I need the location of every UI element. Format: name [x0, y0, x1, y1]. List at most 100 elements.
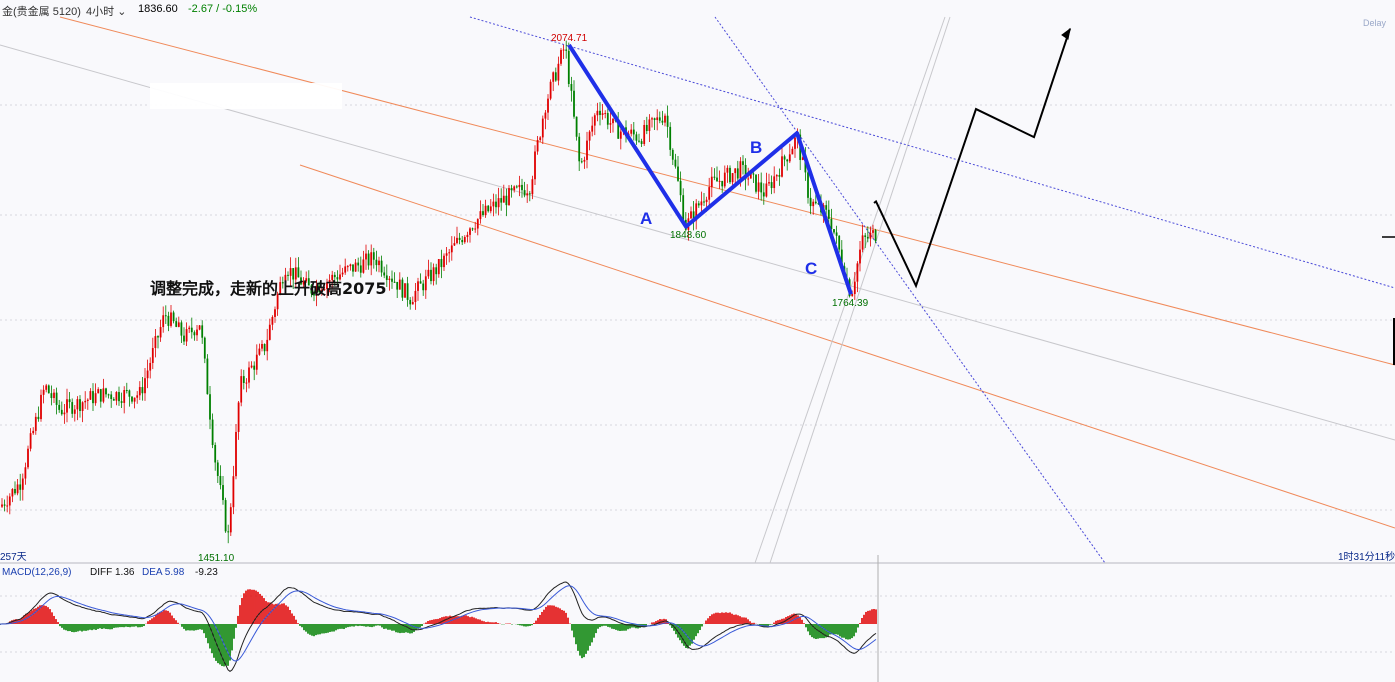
candle-body	[562, 49, 565, 51]
candle-body	[674, 159, 677, 167]
candle-body	[866, 236, 869, 239]
candle-body	[838, 235, 841, 250]
candle-body	[162, 315, 165, 328]
candle-body	[198, 325, 201, 330]
candle-body	[19, 484, 22, 490]
candle-body	[159, 327, 162, 338]
candle-body	[248, 367, 250, 383]
candle-body	[448, 252, 451, 254]
time-left-label: 257天	[0, 552, 27, 563]
candle-body	[593, 115, 596, 126]
candle-body	[422, 283, 425, 291]
candle-body	[716, 177, 718, 182]
candle-body	[190, 327, 193, 333]
candlesticks	[1, 40, 877, 544]
candle-body	[874, 230, 877, 242]
candle-body	[669, 126, 672, 150]
candle-body	[336, 277, 339, 280]
candle-body	[315, 285, 318, 296]
candle-body	[84, 400, 87, 403]
candle-body	[580, 161, 583, 163]
candle-body	[359, 265, 362, 273]
candle-body	[505, 195, 508, 206]
candle-body	[736, 168, 739, 179]
low-main-label: 1451.10	[198, 553, 235, 564]
candle-body	[872, 230, 874, 233]
candle-body	[144, 378, 146, 394]
candle-body	[762, 192, 765, 197]
candle-body	[632, 129, 635, 135]
candle-body	[807, 172, 809, 198]
forecast-path	[873, 28, 1071, 289]
candle-body	[482, 211, 484, 216]
candle-body	[718, 180, 721, 182]
candle-body	[666, 115, 669, 127]
candle-body	[679, 180, 682, 196]
candle-body	[263, 343, 266, 352]
candle-body	[253, 365, 256, 370]
candle-body	[682, 195, 685, 220]
time-right-label: 1时31分11秒	[1338, 550, 1395, 563]
candle-body	[357, 262, 360, 266]
candle-body	[6, 505, 9, 507]
candle-body	[45, 385, 48, 390]
candle-body	[791, 148, 794, 155]
candle-body	[154, 336, 157, 349]
candle-body	[463, 237, 466, 243]
candle-body	[783, 156, 786, 160]
candle-body	[549, 81, 552, 99]
candle-body	[770, 182, 773, 189]
candle-body	[458, 237, 461, 240]
candle-body	[42, 389, 45, 395]
candle-body	[453, 243, 456, 246]
candle-body	[827, 209, 830, 219]
candle-body	[79, 399, 81, 411]
candle-body	[294, 267, 297, 280]
candle-body	[417, 281, 419, 291]
candle-body	[404, 283, 406, 298]
candle-body	[830, 218, 833, 230]
candle-body	[164, 315, 167, 317]
candle-body	[216, 462, 219, 476]
candle-body	[201, 325, 204, 338]
candle-body	[814, 201, 817, 204]
candle-body	[289, 268, 292, 276]
candle-body	[138, 387, 141, 396]
candle-body	[721, 180, 724, 187]
candle-body	[419, 281, 422, 284]
candle-body	[508, 188, 510, 206]
candle-body	[742, 161, 744, 165]
candle-body	[599, 110, 601, 115]
candle-body	[864, 235, 867, 237]
candle-body	[11, 488, 14, 497]
candle-body	[583, 159, 586, 162]
candle-body	[370, 252, 373, 266]
candle-body	[8, 496, 11, 506]
candle-body	[825, 205, 828, 210]
symbol-label[interactable]: 金(贵金属 5120)	[2, 6, 81, 18]
price-change: -2.67 / -0.15%	[188, 3, 258, 15]
gray-trendline	[0, 44, 1395, 441]
candle-body	[128, 390, 131, 397]
candle-body	[235, 431, 237, 477]
candle-body	[388, 278, 391, 280]
candle-body	[292, 268, 295, 280]
candle-body	[414, 290, 417, 303]
candle-body	[513, 186, 516, 191]
candle-body	[651, 118, 653, 120]
candle-body	[495, 201, 497, 208]
candle-body	[14, 488, 16, 494]
candle-body	[840, 249, 843, 267]
candle-body	[435, 267, 438, 275]
candle-body	[229, 507, 232, 533]
candle-body	[300, 277, 302, 285]
candle-body	[123, 390, 126, 403]
candle-body	[510, 188, 513, 191]
candle-body	[432, 267, 435, 282]
wave-label-a: A	[640, 209, 652, 228]
period-selector[interactable]: 4小时 ⌄	[86, 3, 126, 19]
candle-body	[484, 205, 487, 216]
candle-body	[237, 402, 240, 432]
candle-body	[710, 176, 713, 188]
